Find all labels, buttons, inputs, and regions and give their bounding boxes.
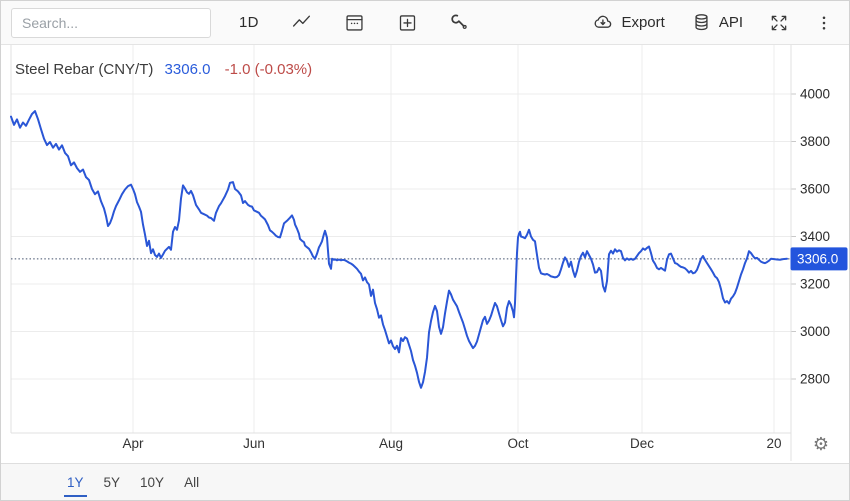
- x-axis-tick-label: Dec: [630, 436, 654, 451]
- fullscreen-expand-icon: [769, 13, 789, 33]
- price-line-series: [10, 110, 788, 389]
- y-axis-tick-label: 3200: [800, 277, 830, 292]
- chart-legend: Steel Rebar (CNY/T) 3306.0 -1.0 (-0.03%): [15, 61, 312, 78]
- more-menu-button[interactable]: [813, 11, 835, 35]
- price-change: -1.0 (-0.03%): [224, 61, 313, 78]
- plus-square-icon: [397, 12, 418, 33]
- current-price-badge-label: 3306.0: [797, 252, 838, 267]
- y-axis-tick-label: 3400: [800, 229, 830, 244]
- current-price-badge: [790, 247, 848, 271]
- x-axis-tick-label: Apr: [122, 436, 144, 451]
- last-price: 3306.0: [164, 61, 211, 78]
- toolbar-right-group: Export API: [590, 10, 835, 36]
- api-button-label: API: [718, 14, 743, 31]
- y-axis-tick-label: 3800: [800, 134, 830, 149]
- y-axis-tick-label: 3600: [800, 182, 830, 197]
- range-button-1y[interactable]: 1Y: [57, 464, 94, 500]
- calendar-button[interactable]: [342, 10, 367, 35]
- y-axis-tick-label: 4000: [800, 87, 830, 102]
- toolbar-left-group: 1D: [237, 10, 472, 35]
- range-button-all[interactable]: All: [184, 474, 200, 490]
- x-axis-tick-label: Oct: [507, 436, 528, 451]
- fullscreen-button[interactable]: [767, 11, 791, 35]
- interval-button[interactable]: 1D: [239, 14, 259, 31]
- toolbar: 1D: [1, 1, 849, 45]
- x-axis-tick-label: Aug: [379, 436, 403, 451]
- export-cloud-icon: [592, 12, 614, 34]
- range-selector: 1Y 5Y 10Y All: [57, 464, 209, 500]
- symbol-name: Steel Rebar (CNY/T): [15, 61, 154, 78]
- calendar-icon: [344, 12, 365, 33]
- range-button-10y[interactable]: 10Y: [140, 474, 165, 490]
- export-button-label: Export: [621, 14, 665, 31]
- y-axis-tick-label: 3000: [800, 324, 830, 339]
- database-icon: [691, 12, 712, 33]
- line-chart-icon: [291, 12, 312, 33]
- chart-settings-gear-icon[interactable]: ⚙: [812, 434, 829, 454]
- x-axis-tick-label: 20: [766, 436, 781, 451]
- export-button[interactable]: Export: [590, 10, 666, 36]
- range-button-5y[interactable]: 5Y: [103, 474, 121, 490]
- search-input[interactable]: [11, 7, 211, 38]
- wrench-icon: [450, 13, 470, 33]
- x-axis-tick-label: Jun: [243, 436, 265, 451]
- y-axis-tick-label: 2800: [800, 372, 830, 387]
- line-chart-type-button[interactable]: [289, 10, 314, 35]
- api-button[interactable]: API: [689, 10, 745, 35]
- kebab-menu-icon: [815, 13, 833, 33]
- tools-button[interactable]: [448, 11, 472, 35]
- bottom-bar: 1Y 5Y 10Y All: [1, 463, 849, 500]
- compare-add-button[interactable]: [395, 10, 420, 35]
